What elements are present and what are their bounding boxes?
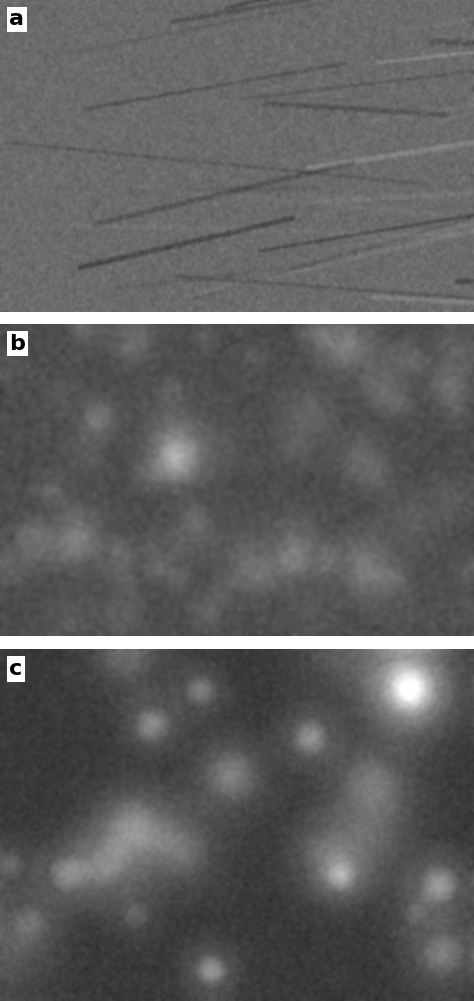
Text: c: c	[9, 659, 23, 679]
Text: a: a	[9, 9, 25, 29]
Text: b: b	[9, 333, 25, 353]
